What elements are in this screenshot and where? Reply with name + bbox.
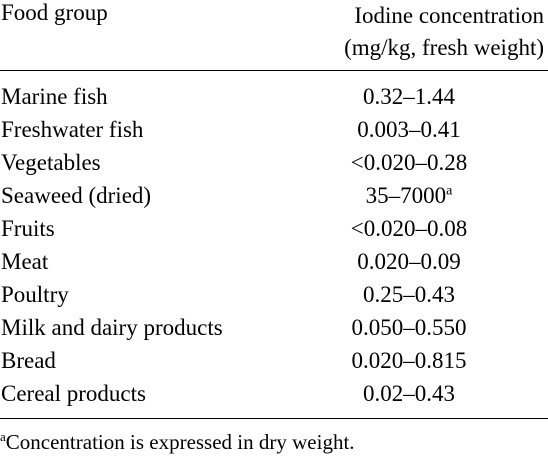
concentration-cell: 0.050–0.550 bbox=[351, 315, 467, 340]
concentration-cell: 0.020–0.09 bbox=[357, 249, 461, 274]
table-row: Vegetables <0.020–0.28 bbox=[0, 146, 548, 179]
table-row: Freshwater fish 0.003–0.41 bbox=[0, 113, 548, 146]
header-food-group: Food group bbox=[1, 0, 108, 25]
food-group-cell: Vegetables bbox=[1, 150, 101, 175]
table-row: Meat 0.020–0.09 bbox=[0, 245, 548, 278]
food-group-cell: Freshwater fish bbox=[1, 117, 144, 142]
table-row: Fruits <0.020–0.08 bbox=[0, 212, 548, 245]
food-group-cell: Meat bbox=[1, 249, 49, 274]
food-group-cell: Cereal products bbox=[1, 381, 146, 406]
food-group-cell: Poultry bbox=[1, 282, 69, 307]
concentration-cell: 35–7000a bbox=[365, 183, 453, 208]
concentration-cell: 0.003–0.41 bbox=[357, 117, 461, 142]
food-group-cell: Marine fish bbox=[1, 84, 108, 109]
footnote-marker: a bbox=[446, 183, 453, 199]
concentration-cell: 0.020–0.815 bbox=[351, 348, 467, 373]
footer-rule bbox=[0, 418, 548, 419]
food-group-cell: Milk and dairy products bbox=[1, 315, 223, 340]
concentration-cell: <0.020–0.08 bbox=[350, 216, 468, 241]
header-concentration-line1: Iodine concentration bbox=[354, 3, 544, 28]
food-group-cell: Seaweed (dried) bbox=[1, 183, 152, 208]
footnote-text: Concentration is expressed in dry weight… bbox=[5, 430, 355, 454]
table-row: Marine fish 0.32–1.44 bbox=[0, 80, 548, 113]
table-row: Poultry 0.25–0.43 bbox=[0, 278, 548, 311]
table-body: Marine fish 0.32–1.44 Freshwater fish 0.… bbox=[0, 80, 548, 410]
table-row: Cereal products 0.02–0.43 bbox=[0, 377, 548, 410]
footnote-marker: a bbox=[0, 429, 6, 444]
table-row: Bread 0.020–0.815 bbox=[0, 344, 548, 377]
table-row: Seaweed (dried) 35–7000a bbox=[0, 179, 548, 212]
concentration-cell: <0.020–0.28 bbox=[350, 150, 468, 175]
concentration-cell: 0.25–0.43 bbox=[363, 282, 455, 307]
header-rule bbox=[0, 70, 548, 71]
food-group-cell: Fruits bbox=[1, 216, 55, 241]
table-footnote: aConcentration is expressed in dry weigh… bbox=[0, 428, 355, 456]
header-iodine-concentration: Iodine concentration (mg/kg, fresh weigh… bbox=[344, 0, 544, 64]
concentration-cell: 0.32–1.44 bbox=[363, 84, 455, 109]
food-group-cell: Bread bbox=[1, 348, 56, 373]
header-concentration-line2: (mg/kg, fresh weight) bbox=[344, 35, 544, 60]
table-row: Milk and dairy products 0.050–0.550 bbox=[0, 311, 548, 344]
concentration-cell: 0.02–0.43 bbox=[363, 381, 455, 406]
